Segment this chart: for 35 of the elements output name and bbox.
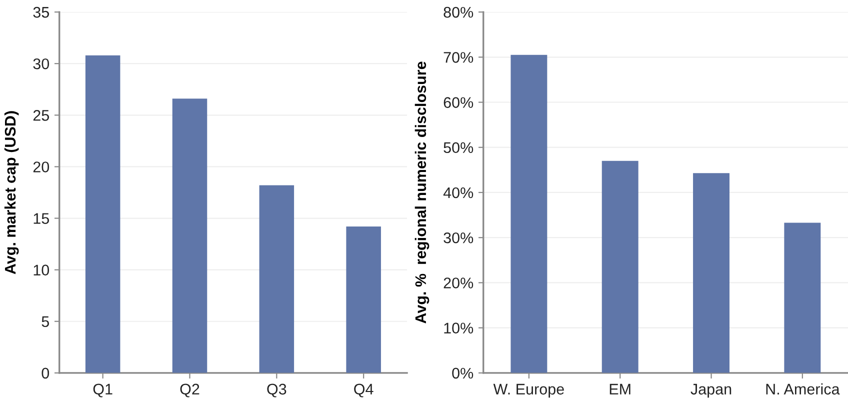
bar bbox=[259, 185, 294, 373]
y-tick-label: 30 bbox=[33, 58, 50, 70]
x-tick-label: N. America bbox=[766, 383, 840, 395]
y-tick-label: 25 bbox=[33, 110, 49, 121]
x-tick-label: W. Europe bbox=[493, 384, 564, 398]
x-tick-label: Q4 bbox=[354, 384, 374, 398]
y-tick-label: 10% bbox=[444, 322, 474, 334]
y-tick-label: 0 bbox=[42, 368, 50, 379]
y-axis-title: Avg. market cap (USD) bbox=[4, 111, 19, 274]
y-tick-label: 35 bbox=[33, 6, 49, 18]
y-tick-label: 30% bbox=[444, 232, 474, 244]
bar bbox=[693, 173, 730, 373]
y-tick-label: 15 bbox=[34, 213, 49, 224]
y-tick-label: 40% bbox=[443, 187, 474, 198]
bar bbox=[85, 55, 120, 373]
x-tick-label: Q1 bbox=[93, 384, 112, 398]
y-tick-label: 20% bbox=[444, 278, 474, 288]
bar bbox=[784, 222, 821, 373]
x-tick-label: Japan bbox=[690, 384, 732, 398]
y-tick-label: 70% bbox=[444, 52, 474, 63]
x-tick-label: EM bbox=[610, 384, 630, 394]
bar bbox=[346, 226, 381, 373]
y-tick-label: 0% bbox=[452, 368, 474, 379]
y-tick-label: 10 bbox=[34, 264, 50, 276]
y-axis-title: Avg. % regional numeric disclosure bbox=[414, 62, 430, 324]
x-tick-label: Q3 bbox=[267, 384, 286, 398]
bar bbox=[510, 54, 548, 373]
bar bbox=[602, 160, 638, 373]
y-tick-label: 80% bbox=[444, 6, 474, 18]
y-tick-label: 60% bbox=[444, 97, 474, 108]
bar bbox=[172, 98, 208, 373]
x-tick-label: Q2 bbox=[180, 384, 200, 398]
y-tick-label: 50% bbox=[444, 142, 474, 154]
y-tick-label: 20 bbox=[33, 162, 50, 172]
y-tick-label: 5 bbox=[42, 316, 49, 328]
